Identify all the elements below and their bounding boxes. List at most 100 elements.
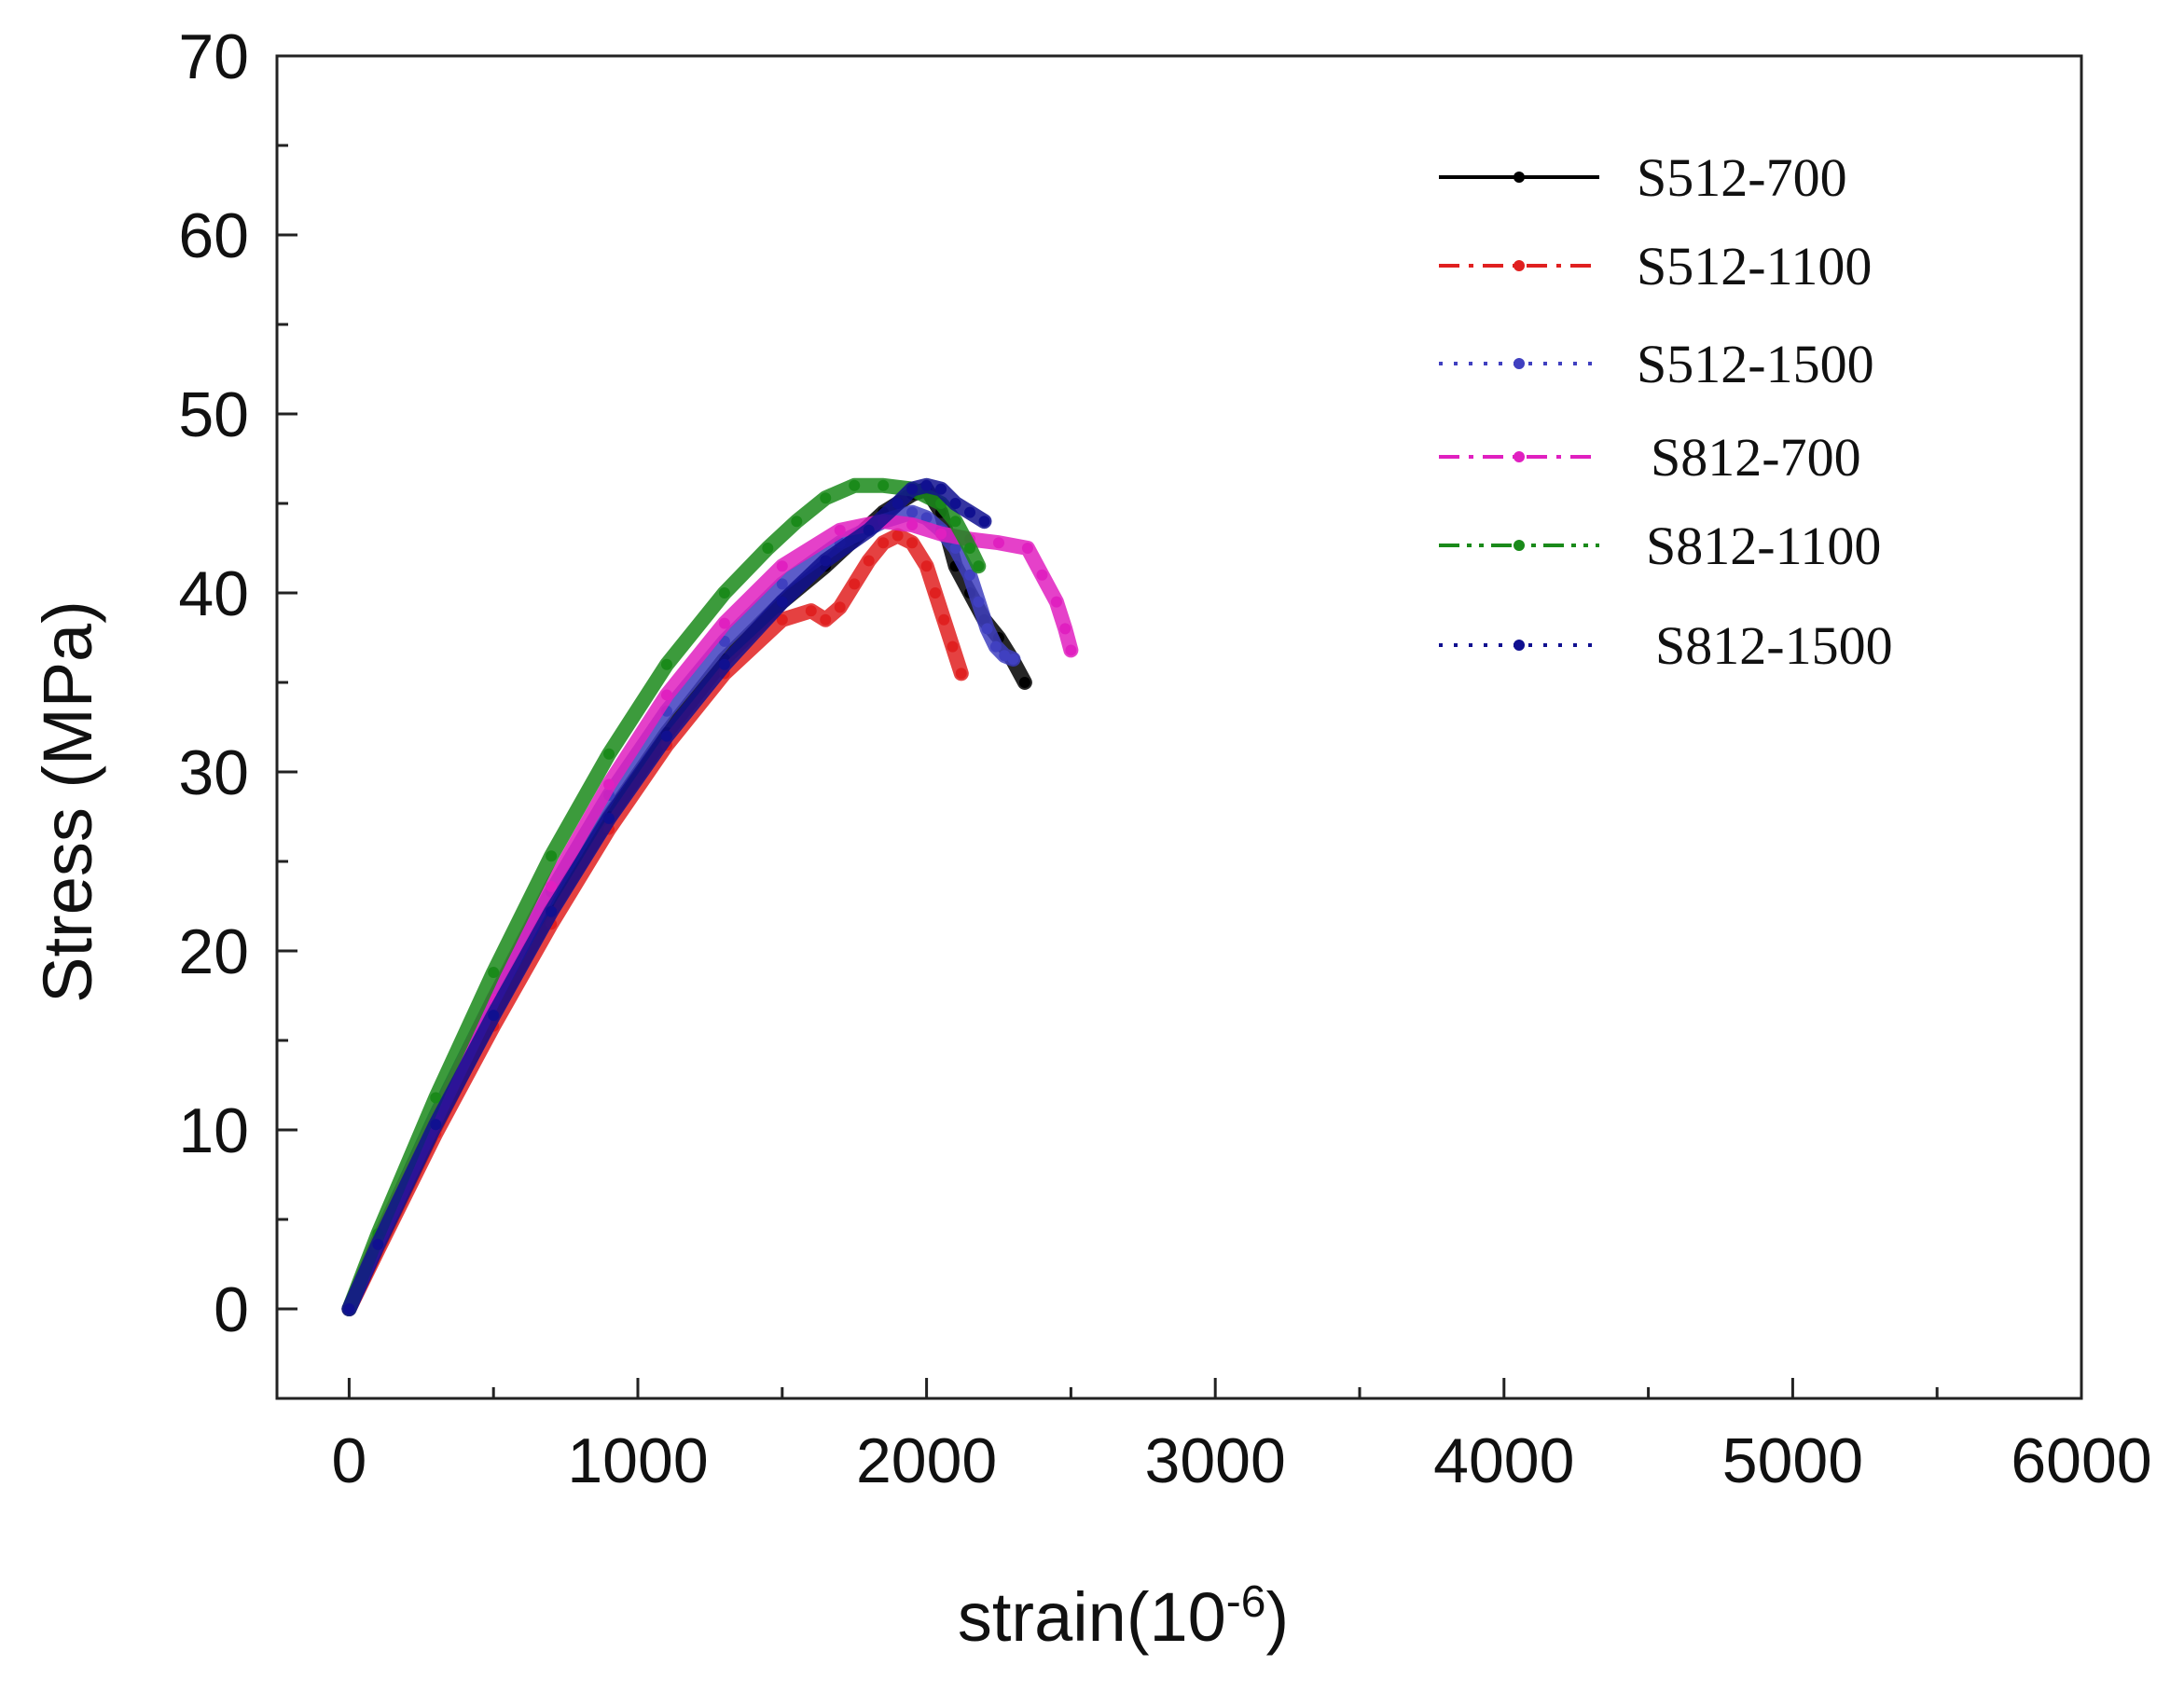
point-S512-1100-14 [878, 537, 890, 549]
x-tick-label-0: 0 [331, 1425, 366, 1496]
point-S512-1500-8 [776, 578, 788, 590]
point-S812-1100-11 [849, 479, 861, 491]
legend-item-S512-700: S512-700 [1439, 147, 1847, 208]
legend-marker-S812-700 [1514, 451, 1525, 462]
point-S812-1500-9 [820, 555, 832, 567]
point-S512-1100-17 [920, 560, 933, 572]
plot-series [341, 477, 1079, 1316]
point-S512-1100-20 [947, 640, 959, 653]
legend-label-S512-1500: S512-1500 [1637, 334, 1874, 394]
point-S812-1100-16 [964, 543, 976, 554]
point-S512-1500-11 [906, 506, 919, 518]
point-S512-1100-21 [955, 668, 967, 680]
series-line-S512-1100 [341, 528, 969, 1316]
plot-frame [275, 54, 2083, 1400]
point-S812-1500-6 [660, 730, 672, 742]
series-line-S512-700 [341, 481, 1032, 1316]
point-S512-1100-12 [849, 578, 861, 590]
series-line-S812-700 [341, 514, 1079, 1316]
legend-marker-S512-1100 [1514, 260, 1525, 271]
x-tick-label-2000: 2000 [856, 1425, 997, 1496]
point-S812-1500-11 [892, 498, 904, 509]
legend-label-S512-700: S512-700 [1637, 147, 1847, 208]
point-S512-1100-19 [938, 613, 950, 626]
legend-marker-S812-1100 [1514, 540, 1525, 551]
series-S512-1100 [341, 528, 969, 1316]
point-S512-1100-9 [805, 605, 817, 617]
point-S812-1500-12 [906, 483, 919, 495]
x-axis-title-main: strain(10 [958, 1578, 1226, 1656]
point-S812-1100-7 [718, 587, 730, 599]
point-S512-1100-8 [776, 613, 788, 626]
point-S812-700-7 [718, 617, 730, 629]
point-S812-1100-17 [973, 560, 985, 572]
point-S812-700-17 [1050, 596, 1062, 608]
point-S512-1100-13 [863, 555, 875, 567]
point-S812-1500-2 [430, 1119, 442, 1131]
point-S812-1100-4 [546, 850, 558, 862]
point-S812-1100-9 [791, 516, 803, 528]
series-S512-1500 [341, 504, 1021, 1316]
legend-marker-S512-700 [1514, 172, 1525, 183]
legend-label-S812-1500: S812-1500 [1655, 615, 1893, 676]
point-S812-1500-8 [776, 596, 788, 608]
point-S812-700-9 [834, 524, 846, 536]
point-S812-700-19 [1065, 644, 1077, 656]
x-tick-label-3000: 3000 [1145, 1425, 1286, 1496]
series-S512-700 [341, 481, 1032, 1316]
y-tick-label-0: 0 [214, 1274, 249, 1345]
y-tick-label-40: 40 [178, 558, 249, 629]
series-line-S812-1100 [341, 477, 987, 1316]
y-tick-label-50: 50 [178, 379, 249, 450]
point-S812-700-16 [1036, 569, 1048, 581]
point-S512-1100-10 [820, 613, 832, 626]
point-S812-1500-16 [964, 506, 976, 518]
point-S512-1500-19 [999, 650, 1011, 662]
legend: S512-700 S512-1100 S512-1500 S812-700 S812-1… [1439, 147, 1893, 676]
point-S812-1500-13 [920, 479, 933, 491]
point-S812-1500-15 [949, 498, 961, 509]
series-S812-1500 [341, 477, 992, 1316]
point-S812-1100-8 [762, 543, 774, 554]
point-S812-700-14 [993, 537, 1004, 549]
series-S812-700 [341, 514, 1079, 1316]
point-S812-700-12 [935, 528, 947, 540]
point-S512-1100-15 [892, 530, 904, 542]
legend-label-S812-1100: S812-1100 [1646, 516, 1881, 576]
y-axis-ticks: 0 10 20 30 40 50 60 70 [178, 21, 297, 1345]
x-tick-label-6000: 6000 [2011, 1425, 2151, 1496]
legend-label-S512-1100: S512-1100 [1637, 236, 1872, 296]
legend-item-S812-700: S812-700 [1439, 427, 1861, 488]
legend-item-S512-1500: S512-1500 [1439, 334, 1874, 394]
point-S812-1500-10 [863, 524, 875, 536]
legend-label-S812-700: S812-700 [1651, 427, 1861, 488]
series-line-S812-1500 [341, 477, 992, 1316]
point-S812-1500-1 [372, 1238, 384, 1250]
point-S812-1500-7 [718, 658, 730, 670]
legend-marker-S812-1500 [1514, 640, 1525, 651]
y-tick-label-60: 60 [178, 200, 249, 271]
point-S812-700-4 [546, 880, 558, 892]
legend-marker-S512-1500 [1514, 358, 1525, 369]
y-tick-label-10: 10 [178, 1095, 249, 1166]
point-S512-1500-15 [964, 569, 976, 581]
point-S512-1100-18 [929, 587, 941, 599]
point-S812-1100-5 [603, 748, 615, 760]
point-S512-700-20 [1018, 677, 1030, 688]
x-axis-title: strain(10-6) [958, 1577, 1289, 1657]
point-S512-1500-14 [949, 543, 961, 554]
point-S812-700-15 [1021, 543, 1033, 554]
legend-item-S812-1500: S812-1500 [1439, 615, 1893, 676]
point-S812-700-6 [660, 689, 672, 701]
point-S812-1500-3 [488, 1010, 500, 1022]
legend-item-S812-1100: S812-1100 [1439, 516, 1881, 576]
point-S512-1500-16 [973, 596, 985, 608]
x-tick-label-1000: 1000 [567, 1425, 708, 1496]
y-tick-label-30: 30 [178, 737, 249, 808]
x-tick-label-4000: 4000 [1433, 1425, 1574, 1496]
point-S812-1100-3 [488, 967, 500, 979]
point-S812-1500-4 [546, 905, 558, 917]
legend-item-S512-1100: S512-1100 [1439, 236, 1872, 296]
